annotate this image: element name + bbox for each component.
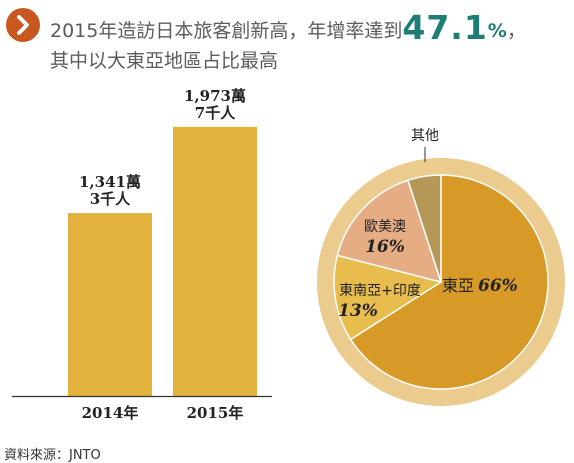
pie-slice-3 — [336, 179, 443, 284]
pie-slice-4 — [406, 174, 442, 283]
x-tick-label: 2014年 — [82, 404, 139, 422]
bar-2 — [173, 126, 257, 396]
pie-slice-value: 66% — [478, 276, 518, 296]
pie-slice-1 — [349, 174, 549, 390]
pie-slice-2 — [333, 254, 443, 341]
pie-slice-value: 13% — [338, 301, 378, 321]
bar-value-label: 1,341萬 — [79, 173, 141, 191]
title-suffix: ， — [506, 20, 526, 42]
pie-slice-label: 東亞 — [442, 276, 474, 295]
title-line-1: 2015年造訪日本旅客創新高，年增率達到47.1%， — [50, 8, 570, 47]
bar-value-label: 3千人 — [90, 190, 131, 208]
source-note: 資料來源：JNTO — [4, 448, 101, 463]
bar-value-label: 7千人 — [195, 104, 236, 122]
title-prefix: 2015年造訪日本旅客創新高，年增率達到 — [50, 20, 403, 42]
title-line-2: 其中以大東亞地區占比最高 — [50, 50, 279, 72]
x-tick-label: 2015年 — [187, 404, 244, 422]
chart-header: 2015年造訪日本旅客創新高，年增率達到47.1%， 其中以大東亞地區占比最高 — [6, 6, 572, 72]
chevron-right-icon — [6, 8, 40, 42]
pie-slice-label: 東南亞+印度 — [339, 283, 421, 299]
growth-unit: % — [487, 20, 507, 42]
growth-value: 47.1 — [402, 8, 488, 47]
bar-1 — [68, 213, 152, 396]
pie-slice-value: 16% — [365, 237, 405, 257]
pie-slice-label: 其他 — [411, 128, 439, 144]
pie-slice-label: 歐美澳 — [364, 219, 406, 235]
bar-value-label: 1,973萬 — [184, 87, 246, 105]
